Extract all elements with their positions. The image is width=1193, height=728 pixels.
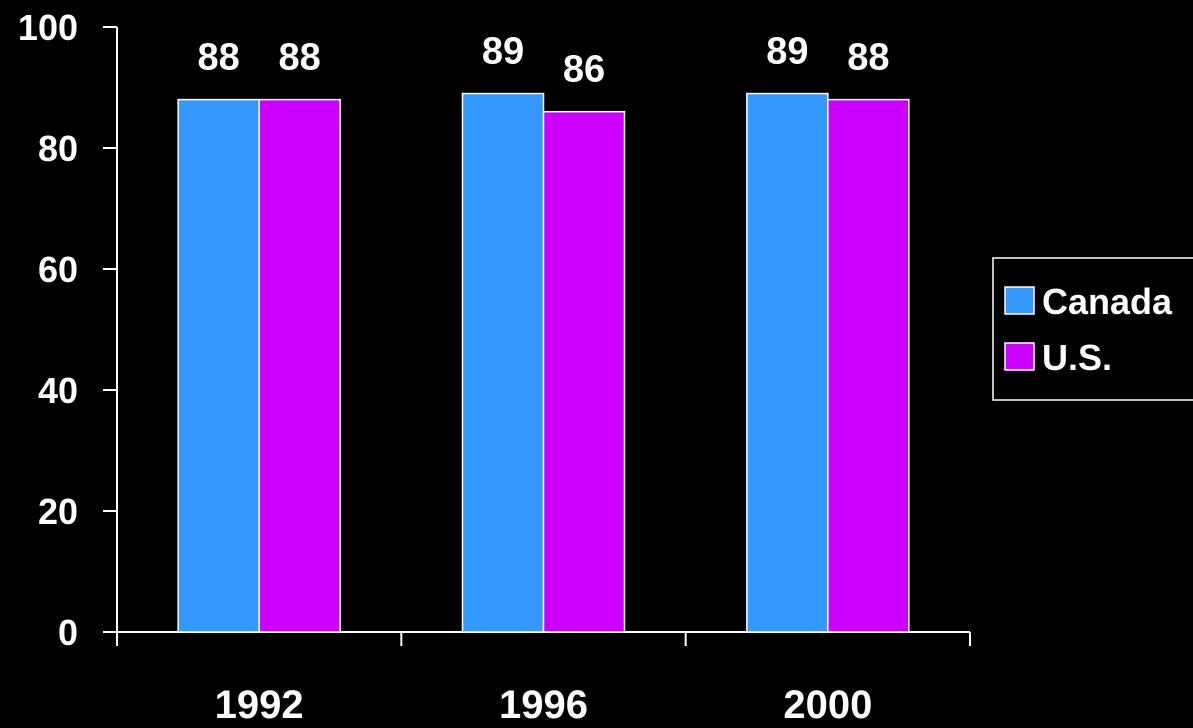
legend-swatch — [1004, 286, 1035, 315]
data-labels: 88 88 89 86 89 88 — [198, 31, 890, 91]
bar-us-1992 — [258, 98, 341, 633]
legend-box — [992, 257, 1193, 401]
bars — [177, 92, 910, 633]
data-label: 88 — [847, 37, 889, 79]
y-tick-label: 20 — [38, 491, 78, 532]
data-label: 89 — [482, 31, 524, 73]
bar-canada-2000 — [746, 92, 829, 633]
bar-canada-1996 — [461, 92, 545, 633]
data-label: 86 — [563, 49, 605, 91]
bar-canada-1992 — [177, 98, 260, 633]
data-label: 89 — [766, 31, 808, 73]
category-label: 1996 — [499, 683, 588, 727]
category-label: 2000 — [783, 683, 872, 727]
legend: Canada U.S. — [992, 257, 1193, 401]
y-tick-label: 0 — [58, 612, 78, 653]
data-label: 88 — [198, 37, 240, 79]
legend-label: U.S. — [1042, 337, 1112, 378]
legend-swatch — [1004, 342, 1035, 371]
axes: 0 20 40 60 80 100 1992 1996 2000 — [18, 7, 971, 727]
y-tick-label: 60 — [38, 249, 78, 290]
bar-us-1996 — [542, 110, 626, 633]
legend-label: Canada — [1042, 281, 1173, 322]
category-label: 1992 — [215, 683, 304, 727]
data-label: 88 — [279, 37, 321, 79]
y-tick-label: 40 — [38, 370, 78, 411]
y-tick-label: 80 — [38, 128, 78, 169]
bar-us-2000 — [827, 98, 910, 633]
y-tick-label: 100 — [18, 7, 78, 48]
